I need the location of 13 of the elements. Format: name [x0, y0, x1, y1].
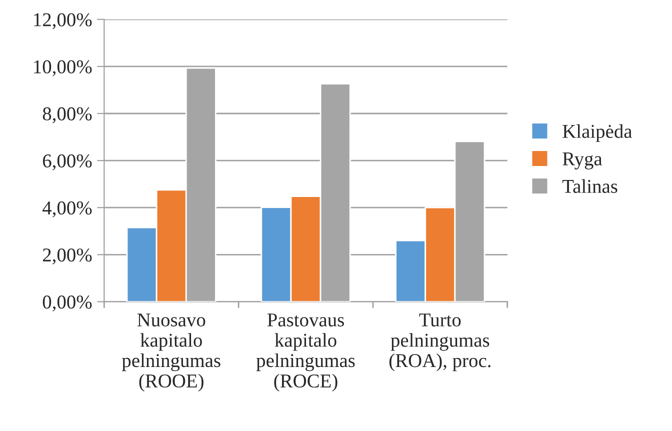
x-tick-label: Turto pelningumas (ROA), proc.	[389, 314, 490, 372]
y-tick-label: 6,00%	[42, 154, 92, 170]
legend-label: Talinas	[562, 179, 618, 193]
y-tick-label: 8,00%	[42, 107, 92, 124]
y-tick-label: 0,00%	[42, 296, 92, 312]
legend-label: Ryga	[562, 152, 602, 170]
x-tick-label: Nuosavo kapitalo pelningumas (ROOE)	[122, 314, 220, 392]
y-tick-label: 4,00%	[42, 201, 92, 218]
legend-label: Klaipėda	[562, 124, 632, 142]
x-tick-label: Pastovaus kapitalo pelningumas (ROCE)	[256, 314, 355, 392]
y-tick-label: 12,00%	[34, 13, 92, 30]
y-tick-label: 2,00%	[42, 248, 92, 264]
y-tick-label: 10,00%	[34, 60, 92, 76]
